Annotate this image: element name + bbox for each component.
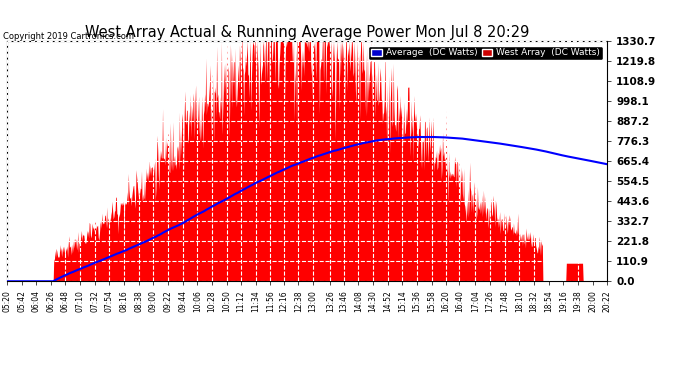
Legend: Average  (DC Watts), West Array  (DC Watts): Average (DC Watts), West Array (DC Watts… (368, 46, 602, 60)
Text: Copyright 2019 Cartronics.com: Copyright 2019 Cartronics.com (3, 32, 135, 41)
Title: West Array Actual & Running Average Power Mon Jul 8 20:29: West Array Actual & Running Average Powe… (85, 25, 529, 40)
